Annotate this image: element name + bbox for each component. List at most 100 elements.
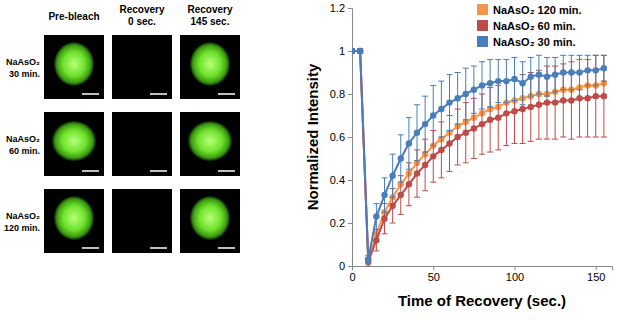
error-bar xyxy=(552,57,558,91)
data-point xyxy=(422,121,428,127)
error-bar xyxy=(520,62,526,105)
fluorescent-granule xyxy=(190,196,230,240)
data-point xyxy=(601,65,607,71)
tick-label: 0.8 xyxy=(330,88,345,100)
fluorescent-granule xyxy=(190,42,230,86)
error-bar xyxy=(585,60,591,137)
data-point xyxy=(352,48,355,54)
error-bar xyxy=(577,55,583,89)
scale-bar xyxy=(82,93,99,95)
data-point xyxy=(487,80,493,86)
figure: Pre-bleachRecovery0 sec.Recovery145 sec.… xyxy=(0,0,617,320)
tick-label: 0 xyxy=(349,271,355,283)
micrograph xyxy=(112,35,172,99)
data-point xyxy=(528,74,534,80)
tick-label: 1.2 xyxy=(330,2,345,14)
scale-bar xyxy=(218,170,235,172)
data-point xyxy=(519,80,525,86)
data-point xyxy=(398,155,404,161)
scale-bar xyxy=(82,247,99,249)
legend-swatch xyxy=(477,4,488,15)
error-bar xyxy=(479,62,485,109)
tick-label: 150 xyxy=(587,271,605,283)
data-point xyxy=(544,74,550,80)
series xyxy=(352,48,607,264)
column-header: 0 sec. xyxy=(128,16,156,27)
error-bar xyxy=(503,60,509,103)
data-point xyxy=(438,147,444,153)
data-point xyxy=(365,256,371,262)
error-bar xyxy=(544,57,550,96)
tick: 0.6 xyxy=(330,131,352,143)
image-panel: Pre-bleachRecovery0 sec.Recovery145 sec.… xyxy=(4,4,240,253)
micrograph xyxy=(44,35,104,99)
scale-bar xyxy=(218,93,235,95)
error-bar xyxy=(430,85,436,145)
tick-label: 0 xyxy=(339,260,345,272)
micrograph xyxy=(44,189,104,253)
scale-bar xyxy=(82,170,99,172)
data-point xyxy=(560,69,566,75)
data-point xyxy=(381,192,387,198)
data-point xyxy=(479,82,485,88)
column-header: Recovery xyxy=(187,4,232,15)
error-bar xyxy=(593,55,599,85)
tick-label: 0.6 xyxy=(330,131,345,143)
x-axis: 050100150 xyxy=(349,266,612,283)
data-point xyxy=(389,203,395,209)
micrograph xyxy=(112,112,172,176)
y-axis-title: Normalized Intensity xyxy=(304,63,321,210)
scale-bar xyxy=(150,93,167,95)
tick-mark xyxy=(348,8,352,9)
error-bar xyxy=(520,75,526,144)
data-point xyxy=(357,48,363,54)
column-header: Pre-bleach xyxy=(48,11,99,22)
micrograph xyxy=(112,189,172,253)
tick-mark xyxy=(348,94,352,95)
data-point xyxy=(352,48,355,54)
series-line xyxy=(352,51,604,260)
data-point xyxy=(471,125,477,131)
data-point xyxy=(487,117,493,123)
error-bar xyxy=(365,255,371,264)
row-label: NaAsO₂ xyxy=(6,211,40,221)
error-bar xyxy=(552,66,558,139)
data-point xyxy=(352,48,355,54)
error-bar xyxy=(560,55,566,89)
data-point xyxy=(503,78,509,84)
data-point xyxy=(568,69,574,75)
data-point xyxy=(414,170,420,176)
error-bar xyxy=(601,55,607,137)
error-bar xyxy=(495,60,501,103)
tick-label: 0.2 xyxy=(330,217,345,229)
tick: 0.4 xyxy=(330,174,352,186)
data-point xyxy=(593,67,599,73)
scale-bar xyxy=(150,247,167,249)
tick-label: 1 xyxy=(339,45,345,57)
legend-swatch xyxy=(477,20,488,31)
error-bar xyxy=(568,55,574,89)
tick-mark xyxy=(348,180,352,181)
tick-label: 0.4 xyxy=(330,174,345,186)
error-bar xyxy=(455,73,461,125)
data-point xyxy=(454,95,460,101)
error-bar xyxy=(382,178,388,212)
data-point xyxy=(536,71,542,77)
data-point xyxy=(536,102,542,108)
fluorescent-granule xyxy=(54,196,94,240)
error-bar xyxy=(438,81,444,137)
series xyxy=(352,48,607,263)
error-bar xyxy=(560,64,566,137)
legend-label: NaAsO₂ 120 min. xyxy=(493,4,582,16)
micrograph xyxy=(44,112,104,176)
error-bar xyxy=(373,204,379,230)
data-point xyxy=(511,108,517,114)
error-bar xyxy=(593,55,599,137)
tick: 1 xyxy=(339,45,352,57)
plot-marks xyxy=(352,48,607,266)
fluorescent-granule xyxy=(188,121,232,161)
data-point xyxy=(381,216,387,222)
axis-line xyxy=(353,267,613,271)
data-point xyxy=(430,112,436,118)
data-point xyxy=(406,140,412,146)
